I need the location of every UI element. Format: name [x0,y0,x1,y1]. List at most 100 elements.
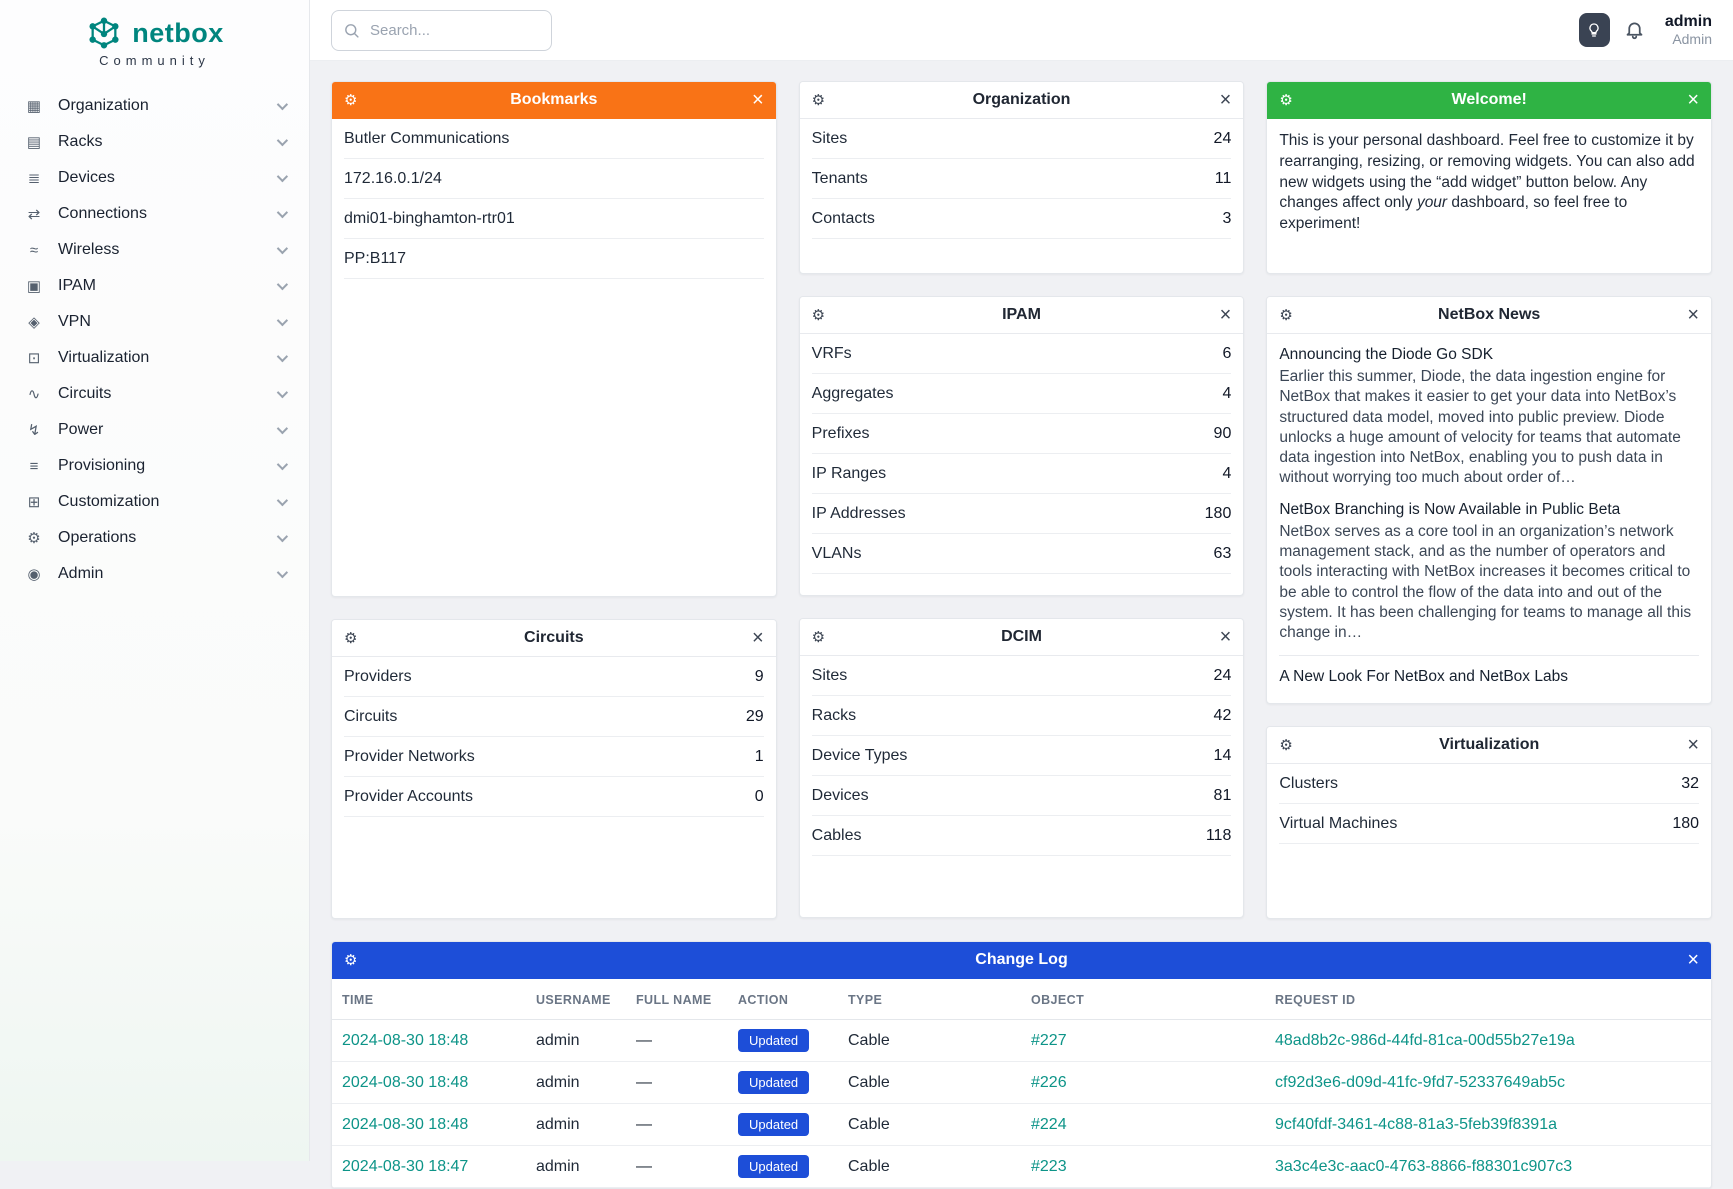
lightbulb-icon [1586,22,1602,38]
stat-value[interactable]: 9 [754,667,764,685]
news-article-title[interactable]: NetBox Branching is Now Available in Pub… [1279,500,1621,518]
object-link[interactable]: #227 [1031,1031,1067,1049]
sidebar-item-provisioning[interactable]: ≡ Provisioning [0,448,309,484]
widget-title: Welcome! [1451,91,1527,108]
time-link[interactable]: 2024-08-30 18:48 [342,1115,469,1133]
sidebar-item-admin[interactable]: ◉ Admin [0,556,309,592]
stat-value[interactable]: 0 [754,787,764,805]
stat-value[interactable]: 118 [1205,826,1232,844]
widget-title: Bookmarks [510,91,598,108]
stat-value[interactable]: 11 [1214,169,1232,187]
sidebar-item-devices[interactable]: ≣ Devices [0,160,309,196]
time-link[interactable]: 2024-08-30 18:47 [342,1157,469,1175]
sidebar-item-vpn[interactable]: ◈ VPN [0,304,309,340]
stat-label: Clusters [1279,774,1339,792]
widget-title: Circuits [524,629,584,646]
stat-row: Provider Networks 1 [344,737,764,777]
stat-value[interactable]: 180 [1672,814,1700,832]
bookmark-item[interactable]: dmi01-binghamton-rtr01 [344,199,764,239]
stat-value[interactable]: 29 [745,707,764,725]
stat-value[interactable]: 90 [1213,424,1232,442]
widget-close-icon[interactable]: × [1219,626,1232,648]
notifications-button[interactable] [1624,19,1645,40]
stat-value[interactable]: 81 [1213,786,1232,804]
widget-config-gear-icon[interactable]: ⚙ [811,628,826,646]
full-name-cell: — [626,1061,728,1104]
user-role: Admin [1672,31,1712,48]
action-badge: Updated [738,1113,810,1136]
stat-value[interactable]: 32 [1681,774,1700,792]
time-link[interactable]: 2024-08-30 18:48 [342,1073,469,1091]
user-menu[interactable]: admin Admin [1665,12,1712,48]
bookmark-item[interactable]: 172.16.0.1/24 [344,159,764,199]
widget-config-gear-icon[interactable]: ⚙ [344,951,358,969]
widget-close-icon[interactable]: × [1219,304,1232,326]
widget-config-gear-icon[interactable]: ⚙ [344,629,358,647]
widget-close-icon[interactable]: × [1687,949,1699,971]
stat-value[interactable]: 4 [1222,464,1232,482]
widget-close-icon[interactable]: × [1687,304,1700,326]
theme-toggle-button[interactable] [1578,12,1610,47]
widget-close-icon[interactable]: × [1219,89,1232,111]
stat-value[interactable]: 6 [1222,344,1232,362]
sidebar-item-circuits[interactable]: ∿ Circuits [0,376,309,412]
stat-value[interactable]: 4 [1222,384,1232,402]
ipam-widget: ⚙ IPAM × VRFs 6 Aggregat [798,296,1245,596]
widget-config-gear-icon[interactable]: ⚙ [344,91,358,109]
sidebar-item-label: Connections [58,205,147,222]
widget-config-gear-icon[interactable]: ⚙ [811,306,826,324]
news-article-title[interactable]: Announcing the Diode Go SDK [1279,346,1494,363]
sidebar-item-ipam[interactable]: ▣ IPAM [0,268,309,304]
sidebar-item-organization[interactable]: ▦ Organization [0,88,309,124]
bookmark-item[interactable]: PP:B117 [344,239,764,279]
object-link[interactable]: #226 [1031,1073,1067,1091]
bookmark-item[interactable]: Butler Communications [344,119,764,159]
stat-row: Sites 24 [811,656,1232,696]
request-id-link[interactable]: cf92d3e6-d09d-41fc-9fd7-52337649ab5c [1275,1073,1566,1091]
dashboard: ⚙ Bookmarks × Butler Communications 172. [331,61,1713,1189]
object-link[interactable]: #224 [1031,1115,1067,1133]
sidebar-item-connections[interactable]: ⇄ Connections [0,196,309,232]
search-input[interactable] [331,9,552,51]
stat-value[interactable]: 14 [1213,746,1232,764]
sidebar-item-wireless[interactable]: ≈ Wireless [0,232,309,268]
widget-config-gear-icon[interactable]: ⚙ [1279,306,1293,324]
change-log-header-row: TIME USERNAME FULL NAME ACTION TYPE OBJECT REQ… [332,979,1711,1020]
widget-close-icon[interactable]: × [1687,89,1700,111]
circuits-widget: ⚙ Circuits × Providers 9 [331,619,777,919]
time-link[interactable]: 2024-08-30 18:48 [342,1031,469,1049]
stat-row: Cables 118 [811,816,1232,856]
sidebar-item-power[interactable]: ↯ Power [0,412,309,448]
request-id-link[interactable]: 48ad8b2c-986d-44fd-81ca-00d55b27e19a [1275,1031,1575,1049]
object-link[interactable]: #223 [1031,1157,1067,1175]
news-article-title[interactable]: A New Look For NetBox and NetBox Labs [1279,667,1568,685]
stat-value[interactable]: 63 [1213,544,1232,562]
request-id-link[interactable]: 3a3c4e3c-aac0-4763-8866-f88301c907c3 [1275,1157,1573,1175]
widget-config-gear-icon[interactable]: ⚙ [811,91,826,109]
stat-value[interactable]: 42 [1213,706,1232,724]
sidebar-item-customization[interactable]: ⊞ Customization [0,484,309,520]
sidebar-item-virtualization[interactable]: ⊡ Virtualization [0,340,309,376]
action-badge: Updated [738,1155,810,1178]
sidebar-item-label: Circuits [58,385,112,402]
ipam-icon: ▣ [26,278,42,295]
request-id-link[interactable]: 9cf40fdf-3461-4c88-81a3-5feb39f8391a [1275,1115,1557,1133]
widget-close-icon[interactable]: × [1687,734,1700,756]
widget-config-gear-icon[interactable]: ⚙ [1279,736,1293,754]
sidebar-item-racks[interactable]: ▤ Racks [0,124,309,160]
racks-icon: ▤ [26,134,42,151]
stat-value[interactable]: 24 [1213,666,1232,684]
widget-config-gear-icon[interactable]: ⚙ [1279,91,1293,109]
sidebar-item-label: Admin [58,565,104,582]
sidebar-item-operations[interactable]: ⚙ Operations [0,520,309,556]
widget-close-icon[interactable]: × [751,89,764,111]
sidebar-item-label: Wireless [58,241,120,258]
stat-value[interactable]: 24 [1213,129,1232,147]
operations-icon: ⚙ [27,530,41,547]
type-cell: Cable [838,1103,1021,1146]
widget-close-icon[interactable]: × [751,627,764,649]
stat-value[interactable]: 180 [1204,504,1232,522]
stat-value[interactable]: 1 [754,747,764,765]
sidebar: netbox Community ▦ Organization ▤ Racks … [0,0,310,1161]
stat-value[interactable]: 3 [1222,209,1232,227]
